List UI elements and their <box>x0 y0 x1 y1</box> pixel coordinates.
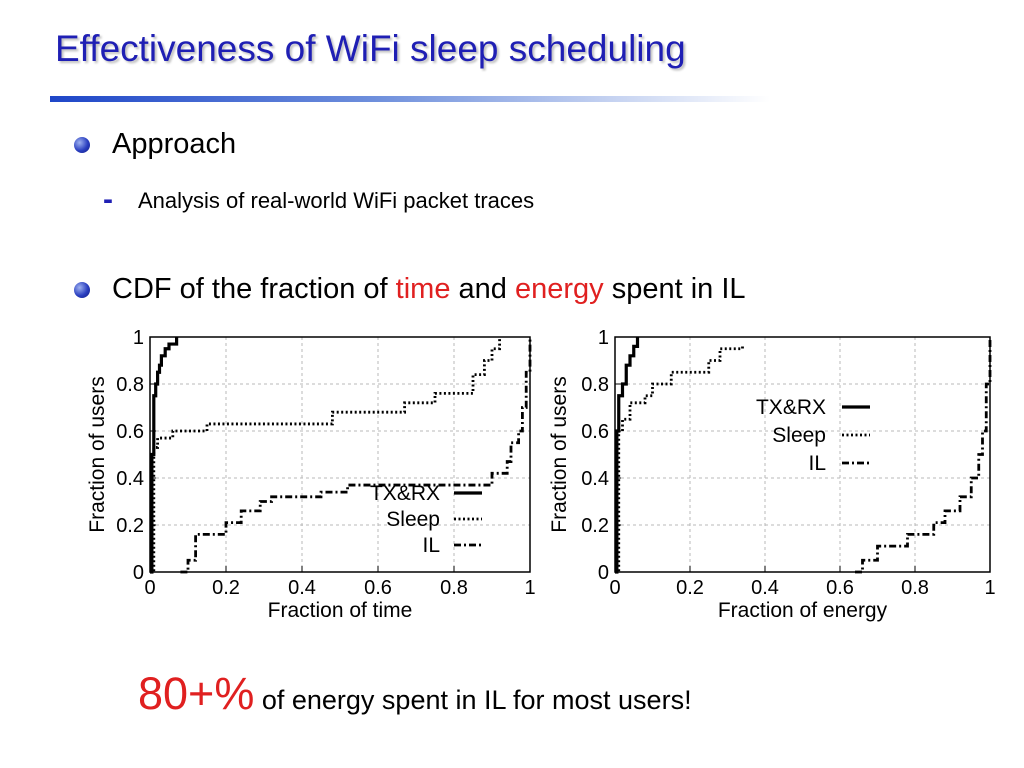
y-tick-label: 0.4 <box>581 468 609 490</box>
y-axis-title: Fraction of users <box>86 376 109 532</box>
legend-label: TX&RX <box>756 396 826 419</box>
slide-title: Effectiveness of WiFi sleep scheduling <box>55 28 686 69</box>
legend-label: TX&RX <box>370 482 440 505</box>
y-tick-label: 0.8 <box>581 374 609 396</box>
bullet-cdf-energy: energy <box>514 273 604 305</box>
x-tick-label: 0.2 <box>676 577 704 599</box>
bullet-cdf-post: spent in IL <box>603 273 746 305</box>
title-rule <box>50 96 770 102</box>
y-axis-title: Fraction of users <box>548 376 571 532</box>
legend-label: Sleep <box>772 424 826 447</box>
x-tick-label: 0 <box>144 577 155 599</box>
x-axis-title: Fraction of time <box>268 599 413 622</box>
series-line <box>180 337 532 574</box>
bullet-dot-icon <box>74 137 90 153</box>
legend-label: IL <box>808 452 826 475</box>
bullet-cdf: CDF of the fraction of time and energy s… <box>112 273 746 306</box>
x-tick-label: 1 <box>524 577 535 599</box>
series-line <box>150 337 501 574</box>
bullet-cdf-mid: and <box>450 273 515 305</box>
x-axis-title: Fraction of energy <box>718 599 888 622</box>
x-tick-label: 0.6 <box>826 577 854 599</box>
bullet-approach: Approach <box>112 128 237 160</box>
y-tick-label: 0.6 <box>581 421 609 443</box>
x-tick-label: 0.6 <box>364 577 392 599</box>
y-tick-label: 0.8 <box>116 374 144 396</box>
x-tick-label: 0 <box>609 577 620 599</box>
legend-label: IL <box>422 534 440 557</box>
footer-statement: 80+% of energy spent in IL for most user… <box>138 668 692 720</box>
y-tick-label: 0.6 <box>116 421 144 443</box>
y-tick-label: 0.4 <box>116 468 144 490</box>
x-tick-label: 1 <box>984 577 995 599</box>
chart-energy: 0 0.2 0.4 0.6 0.8 1 0 0.2 0.4 0.6 0.8 1 Fraction of … <box>548 327 996 622</box>
bullet-cdf-time: time <box>395 273 451 305</box>
y-tick-label: 0 <box>133 562 144 584</box>
plot-frame <box>149 336 531 573</box>
x-tick-label: 0.4 <box>751 577 779 599</box>
y-tick-label: 1 <box>598 327 609 349</box>
x-tick-label: 0.4 <box>288 577 316 599</box>
x-tick-label: 0.8 <box>901 577 929 599</box>
series-line <box>150 337 179 574</box>
plot-frame <box>614 336 991 573</box>
y-tick-label: 0.2 <box>116 515 144 537</box>
x-tick-label: 0.2 <box>212 577 240 599</box>
series-line <box>615 337 640 574</box>
series-line <box>615 344 744 574</box>
legend-label: Sleep <box>386 508 440 531</box>
sub-bullet-dash-icon: - <box>103 183 113 216</box>
chart-time: 0 0.2 0.4 0.6 0.8 1 0 0.2 0.4 0.6 0.8 1 Fraction of … <box>86 327 536 622</box>
x-tick-label: 0.8 <box>440 577 468 599</box>
footer-highlight: 80+% <box>138 668 255 719</box>
bullet-cdf-pre: CDF of the fraction of <box>112 273 396 305</box>
y-tick-label: 1 <box>133 327 144 349</box>
y-tick-label: 0 <box>598 562 609 584</box>
sub-bullet-traces: Analysis of real-world WiFi packet trace… <box>138 188 535 213</box>
y-tick-label: 0.2 <box>581 515 609 537</box>
footer-text: of energy spent in IL for most users! <box>254 685 692 715</box>
bullet-dot-icon <box>74 282 90 298</box>
series-line <box>855 337 992 574</box>
